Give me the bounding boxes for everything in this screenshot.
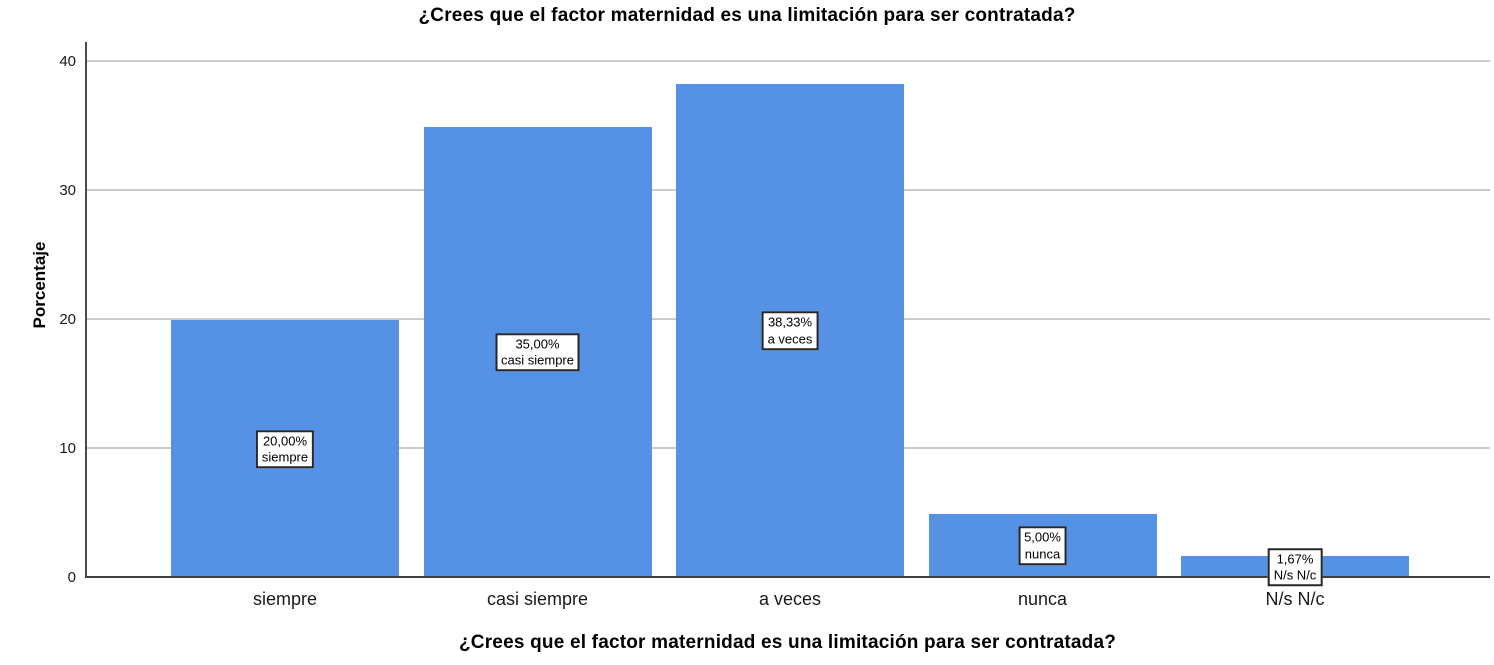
x-tick-label-n-s-n-c: N/s N/c bbox=[1265, 589, 1325, 609]
y-tick-label-10: 10 bbox=[59, 440, 76, 457]
x-axis-line bbox=[85, 576, 1490, 578]
y-tick-label-0: 0 bbox=[67, 569, 76, 586]
gridline-40 bbox=[85, 60, 1490, 62]
bar-label-category: siempre bbox=[261, 449, 309, 464]
x-tick-label-siempre: siempre bbox=[252, 589, 318, 609]
x-tick-label-casi-siempre: casi siempre bbox=[486, 589, 589, 609]
x-tick-label-nunca: nunca bbox=[1017, 589, 1068, 609]
chart-title: ¿Crees que el factor maternidad es una l… bbox=[418, 5, 1076, 26]
bar-label-category: a veces bbox=[767, 330, 813, 346]
x-tick-label-a-veces: a veces bbox=[758, 589, 822, 609]
bar-label-box-siempre: 20,00% siempre bbox=[255, 429, 315, 469]
bar-label-category: nunca bbox=[1024, 545, 1061, 561]
x-axis-title: ¿Crees que el factor maternidad es una l… bbox=[458, 632, 1117, 653]
plot-area: 20,00% siempre 35,00% casi siempre 38,33% a v… bbox=[85, 42, 1490, 587]
bar-label-percent: 20,00% bbox=[262, 432, 308, 448]
y-tick-label-20: 20 bbox=[59, 311, 76, 328]
bar-label-box-nunca: 5,00% nunca bbox=[1018, 526, 1067, 565]
y-tick-label-40: 40 bbox=[59, 53, 76, 70]
y-axis-line bbox=[85, 42, 87, 578]
bar-label-percent: 35,00% bbox=[515, 336, 560, 351]
bar-label-percent: 38,33% bbox=[767, 314, 813, 330]
y-tick-label-30: 30 bbox=[59, 182, 76, 199]
bar-label-box-a-veces: 38,33% a veces bbox=[761, 311, 819, 351]
bar-label-box-casi-siempre: 35,00% casi siempre bbox=[495, 333, 580, 372]
bar-label-percent: 1,67% bbox=[1276, 550, 1314, 566]
bar-label-category: N/s N/c bbox=[1273, 567, 1317, 583]
bar-label-box-n-s-n-c: 1,67% N/s N/c bbox=[1267, 547, 1323, 587]
bar-label-category: casi siempre bbox=[501, 352, 574, 368]
bar-label-percent: 5,00% bbox=[1024, 529, 1061, 545]
